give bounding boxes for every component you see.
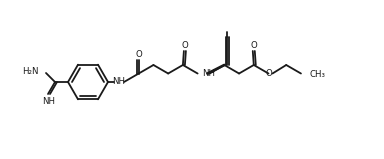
Text: O: O — [135, 50, 142, 59]
Text: NH: NH — [113, 77, 126, 86]
Text: CH₃: CH₃ — [310, 70, 326, 79]
Text: H₂N: H₂N — [23, 68, 39, 76]
Text: NH: NH — [43, 97, 56, 106]
Text: O: O — [182, 41, 188, 51]
Text: NH: NH — [203, 69, 215, 78]
Text: O: O — [265, 69, 272, 78]
Text: O: O — [250, 41, 257, 51]
